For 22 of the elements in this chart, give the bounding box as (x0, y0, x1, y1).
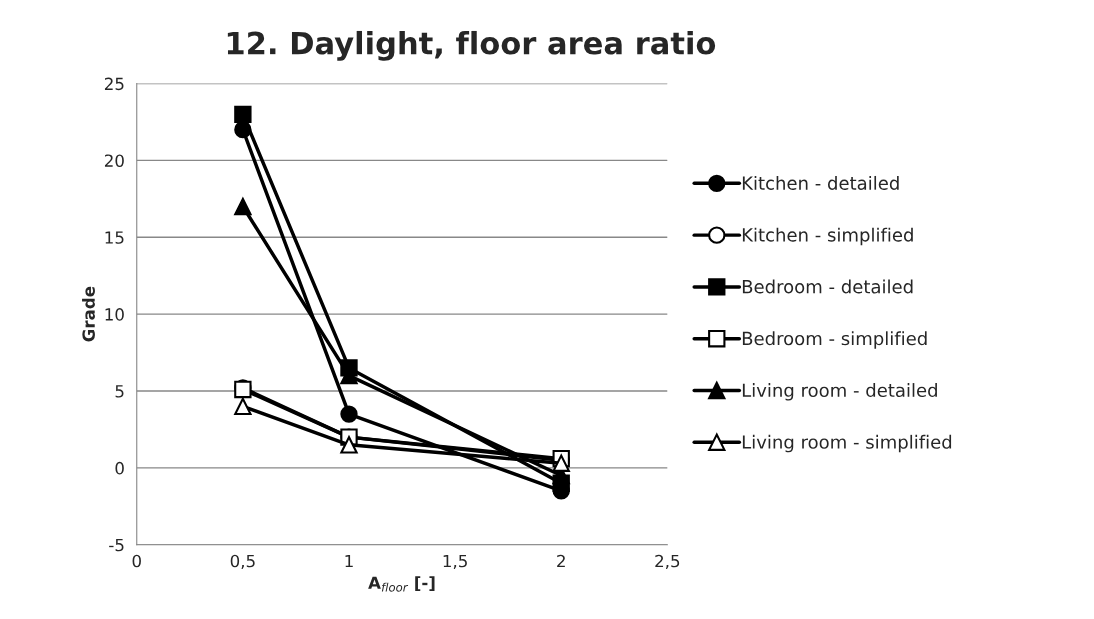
x-tick-label: 2 (557, 554, 565, 568)
chart-title: 12. Daylight, floor area ratio (227, 30, 716, 61)
legend-label: Kitchen - detailed (742, 175, 899, 190)
legend-label: Living room - detailed (742, 383, 937, 401)
legend-label: Kitchen - simplified (742, 227, 913, 246)
legend-label: Bedroom - simplified (742, 331, 927, 349)
legend-label: Living room - simplified (742, 434, 952, 453)
y-tick-label: 0 (115, 461, 124, 475)
x-tick-label: 0,5 (230, 554, 255, 570)
x-tick-label: 0 (132, 554, 141, 568)
y-tick-label: 15 (105, 231, 124, 244)
y-tick-label: 25 (104, 77, 124, 91)
y-tick-label: -5 (109, 538, 124, 552)
x-tick-label: 1,5 (443, 554, 467, 570)
y-axis-title: Grade (82, 286, 95, 342)
x-tick-label: 1 (345, 554, 353, 568)
legend-label: Bedroom - detailed (742, 279, 913, 294)
x-axis-title: A$_{floor}$ [-] (368, 576, 435, 592)
y-tick-label: 5 (115, 385, 124, 398)
x-tick-label: 2,5 (655, 554, 680, 570)
y-tick-label: 20 (104, 154, 124, 167)
y-tick-label: 10 (105, 308, 124, 321)
